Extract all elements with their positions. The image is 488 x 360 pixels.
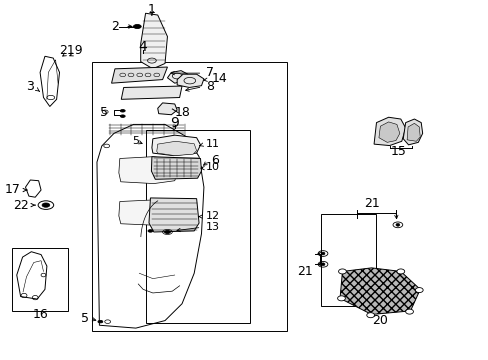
Polygon shape <box>167 71 187 83</box>
Polygon shape <box>177 74 203 87</box>
Text: 13: 13 <box>205 222 219 231</box>
Ellipse shape <box>395 224 399 226</box>
Text: 15: 15 <box>389 145 406 158</box>
Bar <box>12 248 68 311</box>
Text: 18: 18 <box>174 106 190 119</box>
Ellipse shape <box>120 109 125 112</box>
Ellipse shape <box>338 269 346 274</box>
Ellipse shape <box>366 313 374 318</box>
Text: 14: 14 <box>211 72 226 85</box>
Text: 12: 12 <box>205 211 219 221</box>
Polygon shape <box>378 122 399 142</box>
Text: 4: 4 <box>139 40 147 54</box>
Ellipse shape <box>405 309 412 314</box>
Text: 5: 5 <box>81 311 88 325</box>
Ellipse shape <box>321 252 325 255</box>
Text: 10: 10 <box>205 162 219 172</box>
Ellipse shape <box>321 263 325 266</box>
Text: 22: 22 <box>13 199 29 212</box>
Text: 20: 20 <box>372 314 387 327</box>
Polygon shape <box>119 157 177 184</box>
Polygon shape <box>119 200 176 225</box>
Polygon shape <box>407 123 419 141</box>
Ellipse shape <box>42 203 50 207</box>
Ellipse shape <box>148 230 153 232</box>
Text: 1: 1 <box>148 3 156 16</box>
Text: 219: 219 <box>59 44 83 57</box>
Text: 17: 17 <box>5 183 20 196</box>
Bar <box>92 62 286 330</box>
Text: 6: 6 <box>211 154 219 167</box>
Ellipse shape <box>414 288 422 293</box>
Ellipse shape <box>337 296 345 301</box>
Ellipse shape <box>197 167 202 169</box>
Text: 7: 7 <box>206 66 214 79</box>
Polygon shape <box>339 268 419 315</box>
Bar <box>145 130 249 323</box>
Text: 3: 3 <box>26 80 34 93</box>
Polygon shape <box>373 117 405 145</box>
Ellipse shape <box>98 320 102 323</box>
Text: 2: 2 <box>111 20 119 33</box>
Text: 16: 16 <box>32 308 48 321</box>
Text: 8: 8 <box>206 80 214 93</box>
Polygon shape <box>152 135 200 156</box>
Text: 11: 11 <box>205 139 219 149</box>
Polygon shape <box>149 198 199 232</box>
Polygon shape <box>403 119 422 145</box>
Polygon shape <box>157 141 196 156</box>
Ellipse shape <box>164 230 170 234</box>
Ellipse shape <box>133 24 141 28</box>
Polygon shape <box>111 67 167 83</box>
Polygon shape <box>141 13 167 69</box>
Text: 21: 21 <box>297 265 313 278</box>
Ellipse shape <box>396 269 404 274</box>
Text: 5: 5 <box>132 136 139 145</box>
Text: 21: 21 <box>363 197 379 210</box>
Text: 5: 5 <box>100 106 108 119</box>
Polygon shape <box>151 157 201 179</box>
Ellipse shape <box>120 115 125 117</box>
Text: 9: 9 <box>170 116 179 130</box>
Polygon shape <box>121 86 182 99</box>
Polygon shape <box>158 103 177 115</box>
Bar <box>320 214 376 306</box>
